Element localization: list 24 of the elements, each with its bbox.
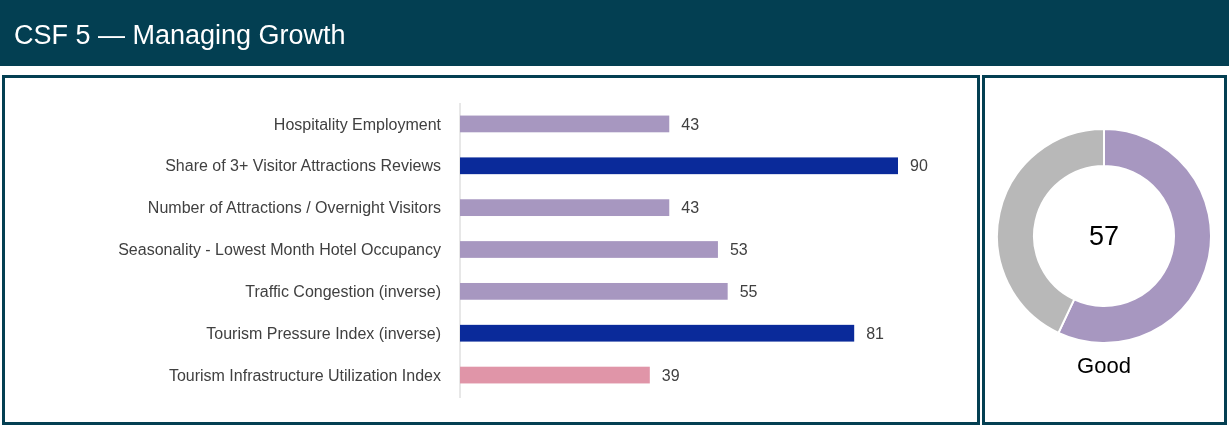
y-tick-label: Tourism Pressure Index (inverse) (206, 324, 441, 342)
y-tick-label: Hospitality Employment (273, 115, 442, 133)
text: CSF 5 — Managing Growth (14, 20, 346, 51)
data-label: 53 (729, 241, 748, 259)
y-tick-label: Seasonality - Lowest Month Hotel Occupancy (118, 241, 441, 259)
bar (460, 199, 670, 217)
data-label: 81 (866, 324, 885, 342)
bar (460, 282, 728, 300)
data-label: 43 (681, 115, 700, 133)
data-label: 90 (910, 157, 928, 175)
bar (460, 366, 650, 384)
data-label: 55 (739, 282, 758, 300)
y-tick-label: Tourism Infrastructure Utilization Index (168, 366, 441, 384)
bar (460, 115, 670, 133)
bar (460, 324, 855, 342)
bar (460, 241, 718, 258)
bar (460, 157, 898, 175)
data-label: 43 (681, 199, 700, 217)
y-tick-label: Traffic Congestion (inverse) (245, 282, 441, 300)
y-tick-label: Share of 3+ Visitor Attractions Reviews (165, 157, 441, 175)
y-tick-label: Number of Attractions / Overnight Visitors (147, 199, 441, 217)
data-label: 57 (1088, 221, 1120, 252)
text: Good (1077, 352, 1131, 378)
data-label: 39 (661, 366, 680, 384)
